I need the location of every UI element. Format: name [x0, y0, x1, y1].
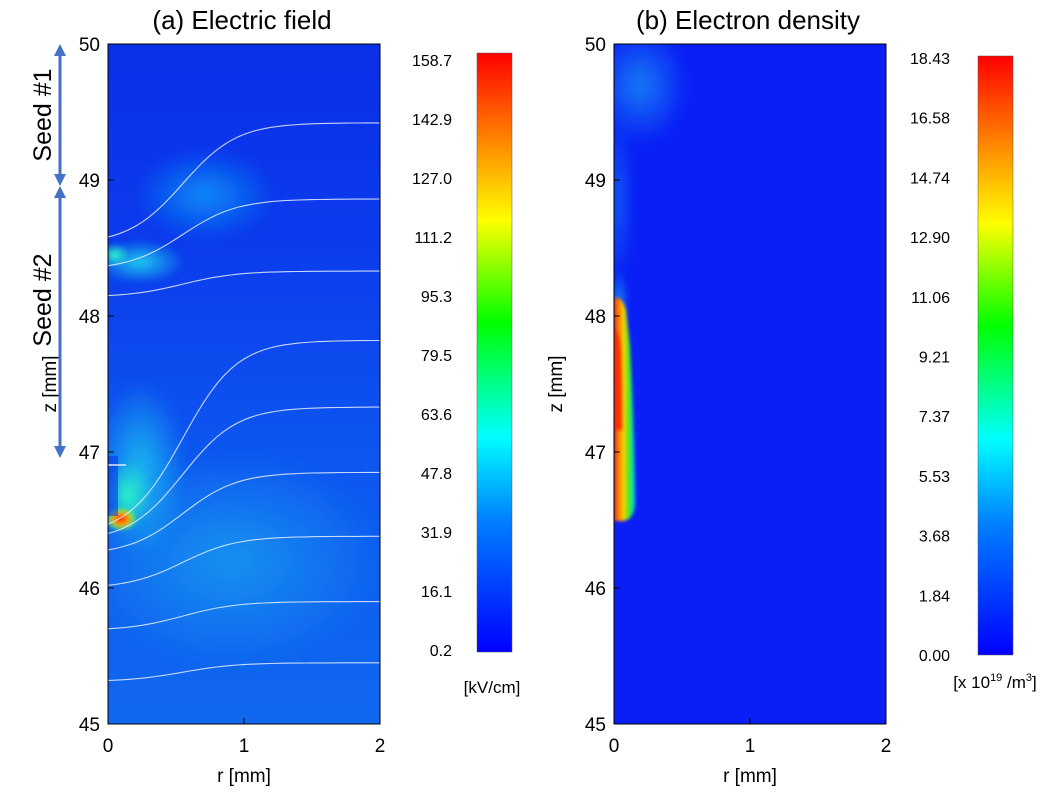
colorbar-tick-label: 18.43: [910, 51, 950, 68]
y-tick-label: 50: [79, 35, 100, 56]
colorbar-tick-label: 0.00: [919, 648, 950, 665]
equipotential-line: [108, 535, 380, 586]
y-axis-label: z [mm]: [546, 356, 567, 413]
y-tick-label: 48: [585, 307, 606, 328]
y-tick-label: 46: [79, 579, 100, 600]
panel-a: (a) Electric field 0 1 2 45 46 47 48 49 50 r [mm]…: [29, 5, 520, 787]
equipotential-line: [108, 122, 380, 238]
colorbar-tick-label: 16.58: [910, 111, 950, 128]
y-tick-label: 47: [79, 443, 100, 464]
colorbar-tick-label: 31.9: [421, 525, 452, 542]
colorbar-gradient-b: [977, 55, 1014, 656]
y-tick-label: 45: [79, 715, 100, 736]
colorbar-b: 0.00 1.84 3.68 5.53 7.37 9.21 11.06 12.90 14.74 1…: [910, 51, 1037, 692]
seed-annotations: Seed #1 Seed #2: [29, 44, 66, 458]
equipotential-line: [108, 601, 380, 630]
x-tick-label: 2: [375, 736, 386, 757]
x-axis-label: r [mm]: [217, 766, 271, 787]
colorbar-tick-label: 47.8: [421, 466, 452, 483]
density-map-b: [614, 44, 886, 724]
colorbar-gradient-a: [476, 52, 513, 653]
axes-a: 0 1 2 45 46 47 48 49 50 r [mm] z [mm]: [40, 35, 385, 787]
equipotential-lines: [108, 122, 380, 682]
equipotential-line: [108, 662, 380, 682]
x-tick-label: 1: [745, 736, 756, 757]
x-tick-label: 2: [881, 736, 892, 757]
colorbar-tick-label: 11.06: [911, 290, 950, 307]
x-tick-label: 1: [239, 736, 250, 757]
title-b: (b) Electron density: [636, 5, 860, 35]
y-tick-label: 47: [585, 443, 606, 464]
colorbar-tick-label: 95.3: [421, 289, 452, 306]
colorbar-tick-label: 9.21: [919, 350, 950, 367]
x-tick-label: 0: [103, 736, 114, 757]
equipotential-line: [108, 270, 380, 297]
colorbar-unit-b: [x 1019 /m3]: [953, 672, 1037, 692]
y-axis-label: z [mm]: [40, 356, 61, 413]
panel-b: (b) Electron density 0 1 2 45 46 47 48 49 50 r [m…: [546, 5, 1037, 787]
seed-1-arrow: [54, 44, 66, 186]
colorbar-ticks-a: 0.2 16.1 31.9 47.8 63.6 79.5 95.3 111.2 127.0 142…: [412, 53, 452, 660]
equipotential-line: [108, 198, 380, 267]
colorbar-tick-label: 12.90: [910, 230, 950, 247]
colorbar-a: 0.2 16.1 31.9 47.8 63.6 79.5 95.3 111.2 127.0 142…: [412, 52, 521, 697]
equipotential-line: [108, 339, 380, 525]
colorbar-tick-label: 79.5: [421, 348, 452, 365]
colorbar-tick-label: 127.0: [412, 171, 452, 188]
colorbar-tick-label: 158.7: [412, 53, 452, 70]
seed-1-label: Seed #1: [29, 68, 57, 161]
y-tick-label: 49: [79, 171, 100, 192]
y-tick-label: 45: [585, 715, 606, 736]
colorbar-tick-label: 1.84: [919, 588, 950, 605]
y-tick-label: 46: [585, 579, 606, 600]
x-axis-label: r [mm]: [723, 766, 777, 787]
colorbar-tick-label: 142.9: [412, 112, 452, 129]
colorbar-tick-label: 63.6: [421, 407, 452, 424]
field-map-a: [108, 44, 380, 724]
colorbar-tick-label: 14.74: [910, 170, 950, 187]
seed-2-label: Seed #2: [29, 253, 57, 346]
y-tick-label: 49: [585, 171, 606, 192]
colorbar-tick-label: 7.37: [919, 409, 950, 426]
y-tick-label: 50: [585, 35, 606, 56]
seed-2-arrow: [54, 186, 66, 458]
colorbar-ticks-b: 0.00 1.84 3.68 5.53 7.37 9.21 11.06 12.90 14.74 1…: [910, 51, 950, 665]
y-tick-label: 48: [79, 307, 100, 328]
colorbar-unit-a: [kV/cm]: [464, 678, 521, 697]
colorbar-tick-label: 111.2: [414, 230, 452, 247]
colorbar-tick-label: 3.68: [919, 529, 950, 546]
title-a: (a) Electric field: [152, 5, 331, 35]
colorbar-tick-label: 16.1: [421, 584, 452, 601]
colorbar-tick-label: 0.2: [430, 643, 452, 660]
colorbar-tick-label: 5.53: [919, 469, 950, 486]
equipotential-line: [108, 406, 380, 535]
axes-b: 0 1 2 45 46 47 48 49 50 r [mm] z [mm]: [546, 35, 891, 787]
x-tick-label: 0: [609, 736, 620, 757]
equipotential-line: [108, 471, 380, 551]
